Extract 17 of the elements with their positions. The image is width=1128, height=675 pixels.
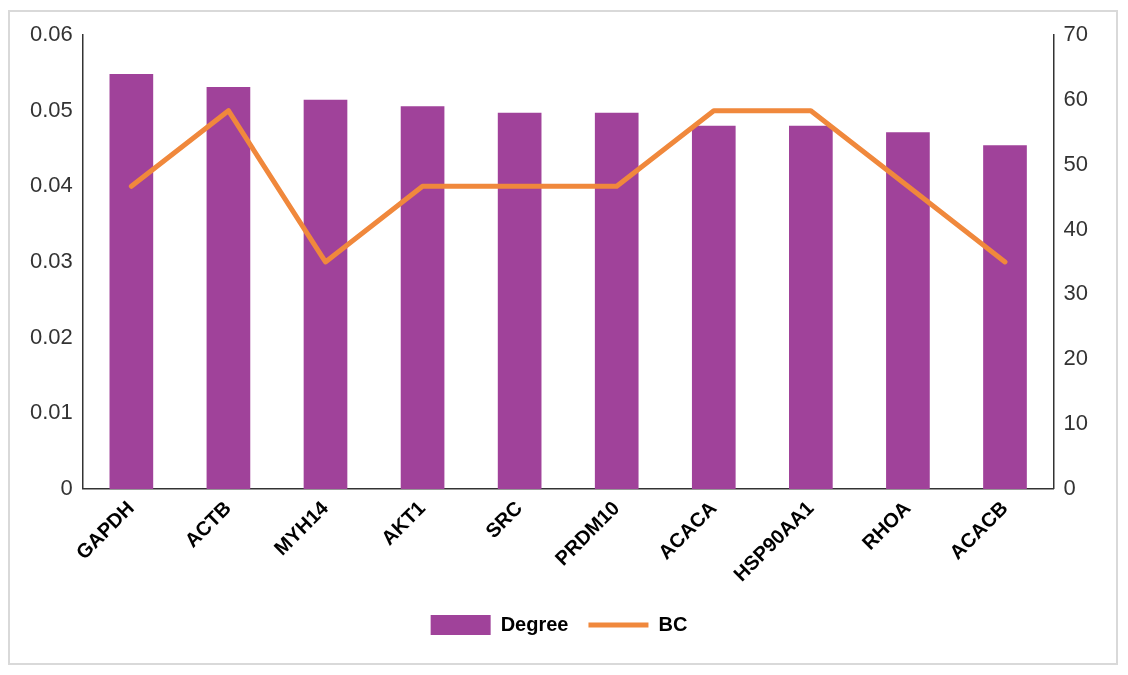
y2-tick-label: 20 bbox=[1063, 345, 1089, 371]
y2-tick-label: 70 bbox=[1063, 21, 1089, 47]
y-tick-label: 0.03 bbox=[29, 248, 73, 274]
y2-tick-label: 30 bbox=[1063, 280, 1089, 306]
y-tick-label: 0.01 bbox=[29, 399, 73, 425]
y-tick-label: 0.04 bbox=[29, 172, 73, 198]
y-tick-label: 0 bbox=[60, 474, 73, 500]
y2-tick-label: 10 bbox=[1063, 410, 1089, 436]
y-tick-label: 0.02 bbox=[29, 323, 73, 349]
y2-tick-label: 40 bbox=[1063, 215, 1089, 241]
y2-tick-label: 50 bbox=[1063, 150, 1089, 176]
y-tick-label: 0.05 bbox=[29, 96, 73, 122]
legend-label: Degree bbox=[500, 612, 569, 635]
legend-label: BC bbox=[658, 612, 688, 635]
y2-tick-label: 60 bbox=[1063, 85, 1089, 111]
y-tick-label: 0.06 bbox=[29, 21, 73, 47]
y2-tick-label: 0 bbox=[1063, 474, 1076, 500]
